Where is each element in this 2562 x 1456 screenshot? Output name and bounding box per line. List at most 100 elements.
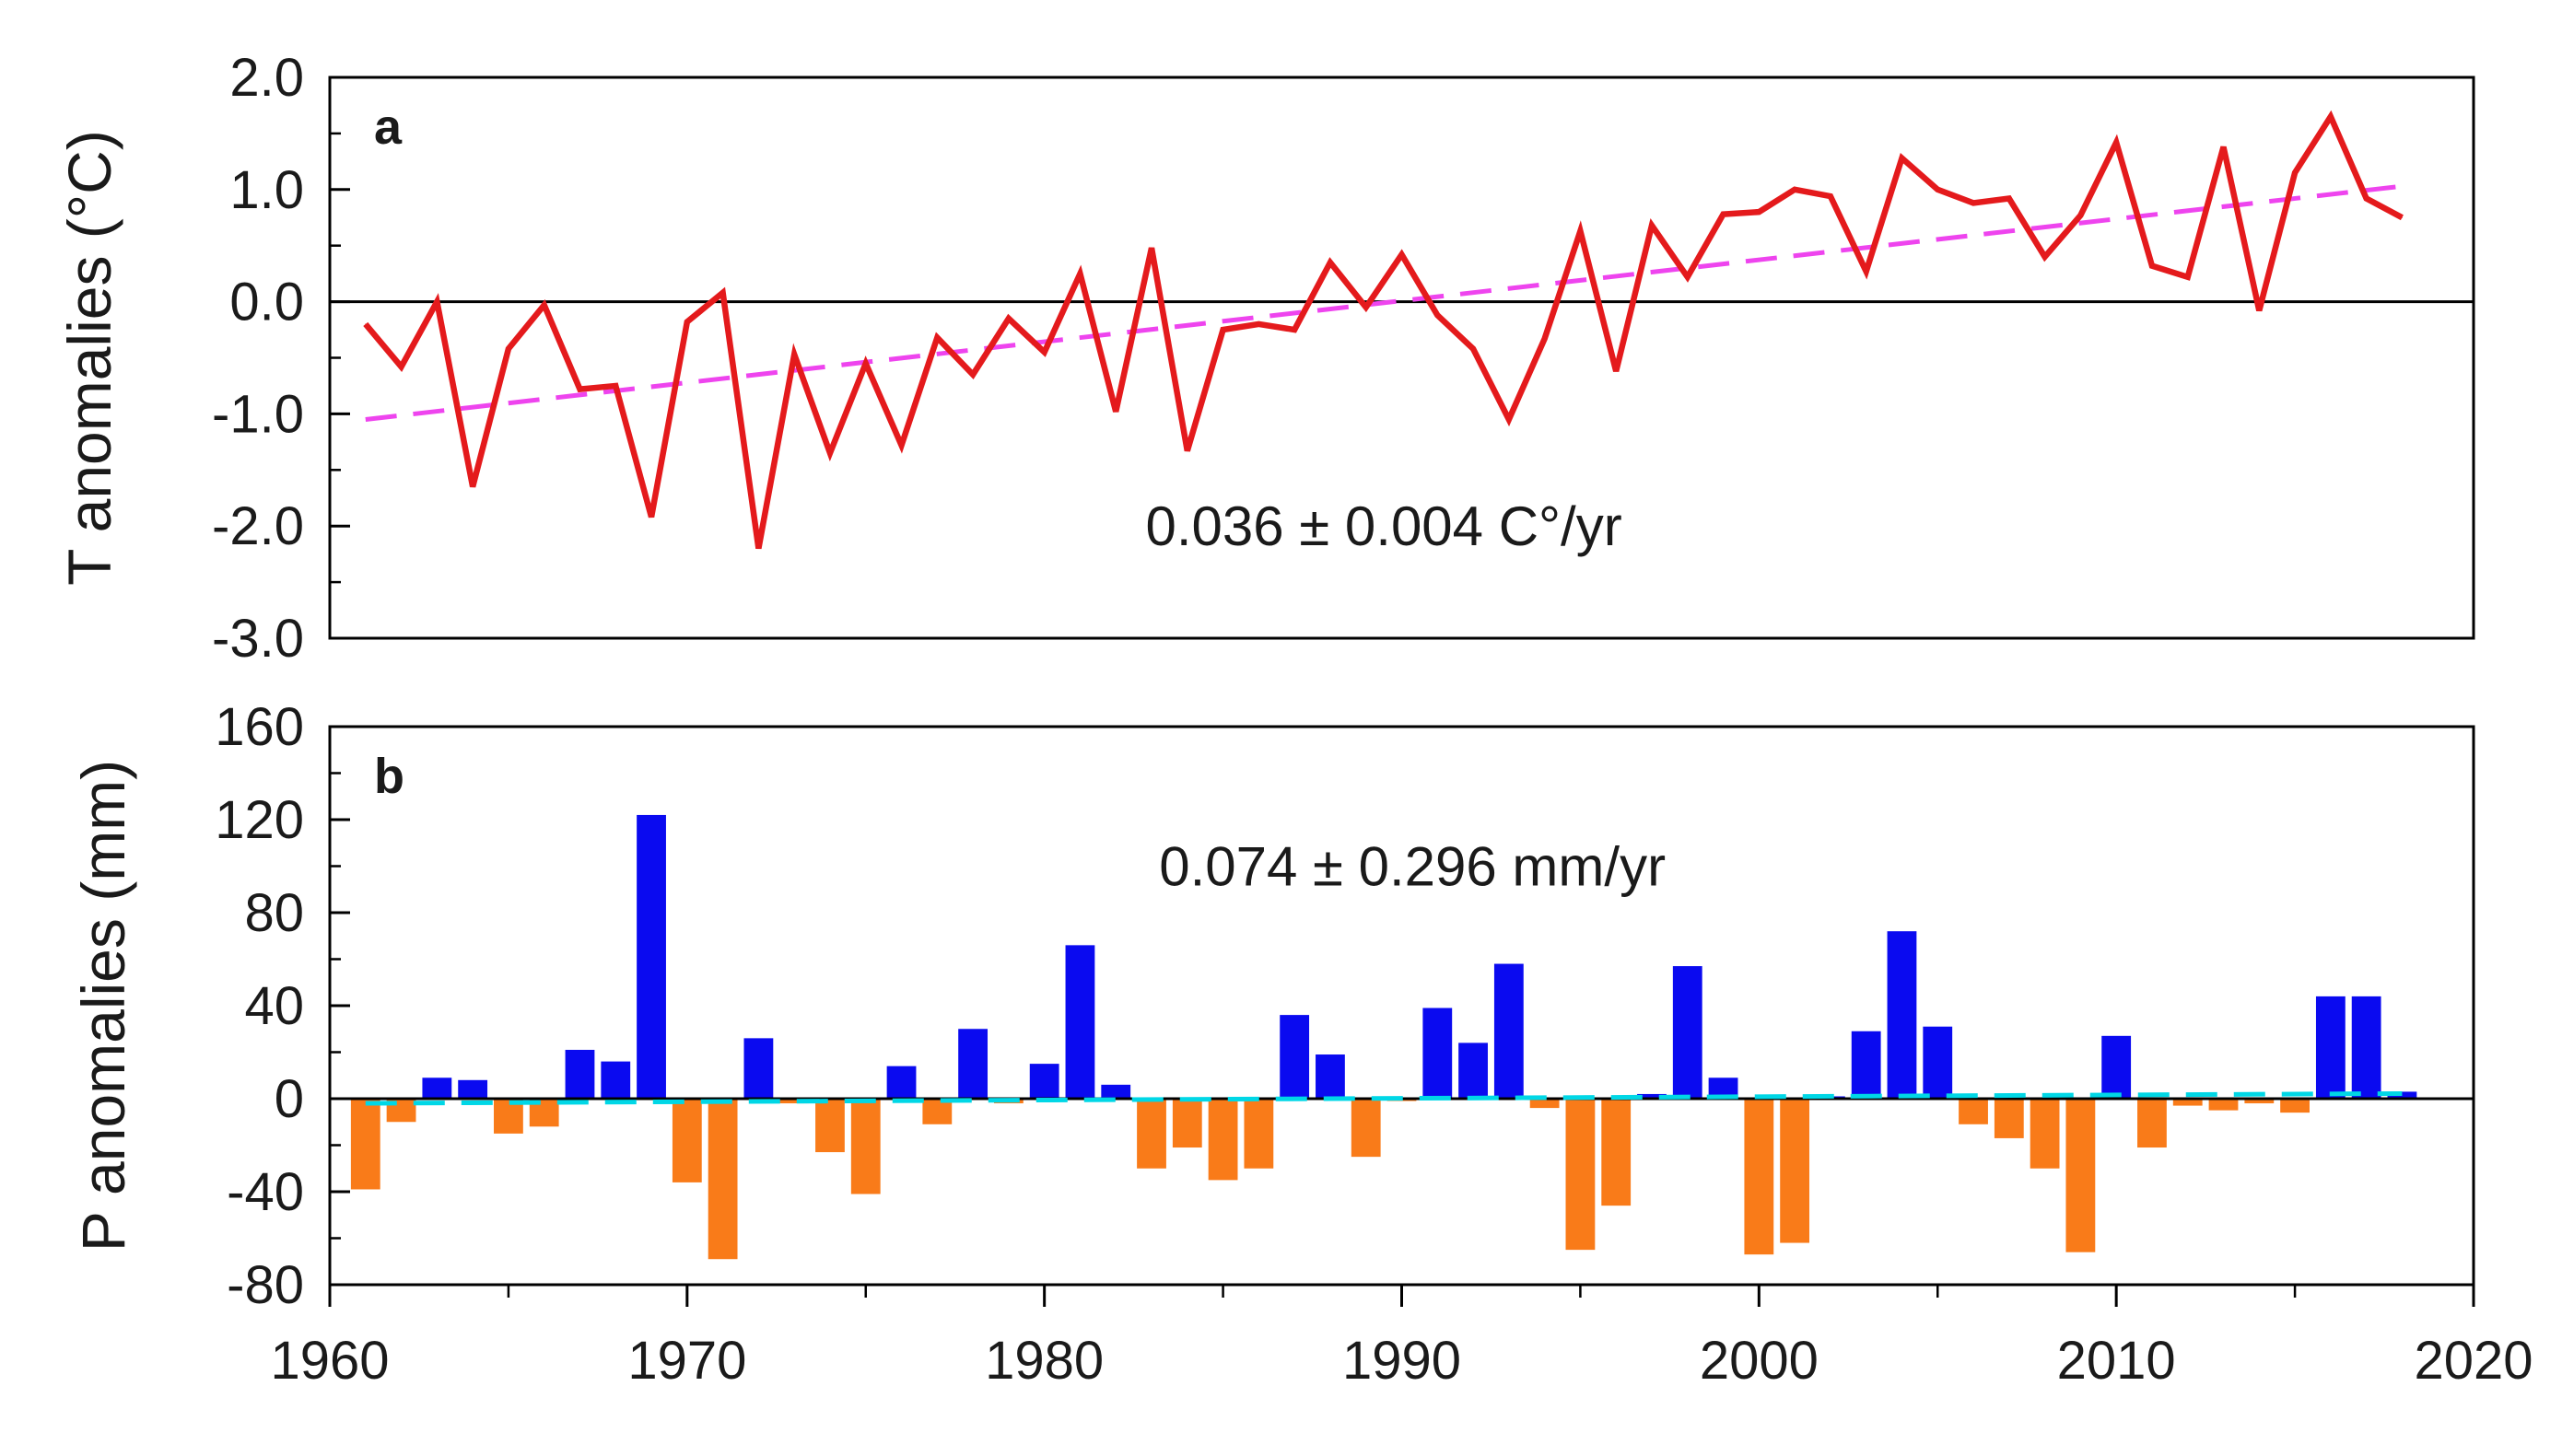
temperature-point-2015 [2294, 172, 2296, 174]
precip-bar-1989 [1351, 1099, 1381, 1158]
panel-a-temperature-line [363, 110, 2404, 550]
precip-bar-1997 [1637, 1093, 1667, 1099]
precip-bar-1980 [1029, 1064, 1059, 1099]
precip-bar-1981 [1065, 945, 1095, 1099]
precip-bar-1971 [708, 1099, 738, 1260]
precip-bar-1992 [1458, 1042, 1488, 1099]
temperature-point-1982 [1115, 411, 1117, 413]
temperature-point-1995 [1579, 230, 1581, 232]
temperature-point-1980 [1044, 351, 1046, 353]
temperature-point-2006 [1972, 202, 1974, 204]
precip-bar-1973 [779, 1099, 810, 1104]
x-tick-label: 2010 [2057, 1331, 2176, 1391]
temperature-point-1968 [614, 385, 616, 387]
precip-bar-1977 [922, 1099, 953, 1124]
precip-bar-2007 [1994, 1099, 2024, 1138]
precip-bar-2001 [1780, 1099, 1810, 1243]
precip-bar-2006 [1959, 1099, 1988, 1124]
temperature-point-2012 [2187, 276, 2189, 278]
temperature-point-1996 [1615, 370, 1617, 372]
temperature-point-1987 [1293, 329, 1295, 331]
panel-b-y-tick-label: 80 [244, 883, 304, 943]
precip-bar-1967 [565, 1049, 595, 1099]
temperature-point-1976 [901, 445, 903, 447]
precip-bar-1993 [1493, 963, 1524, 1099]
temperature-point-2017 [2366, 198, 2368, 200]
temperature-point-1994 [1544, 338, 1546, 340]
precip-bar-1983 [1137, 1099, 1166, 1169]
precip-bar-1987 [1280, 1015, 1310, 1099]
precip-bar-2004 [1887, 931, 1917, 1099]
panel-a-y-tick-label: 1.0 [229, 160, 304, 220]
x-tick-label: 1990 [1342, 1331, 1461, 1391]
temperature-point-1990 [1401, 253, 1402, 255]
temperature-point-1969 [650, 516, 652, 518]
panel-b-y-tick-label: -80 [227, 1255, 304, 1315]
temperature-point-2018 [2401, 216, 2403, 218]
precip-bar-1986 [1244, 1099, 1274, 1169]
temperature-point-1979 [1008, 318, 1010, 320]
panel-a-y-tick-label: 0.0 [229, 273, 304, 332]
precip-bar-2014 [2244, 1099, 2275, 1104]
precip-bar-1991 [1422, 1008, 1453, 1099]
panel-a-y-tick-label: 2.0 [229, 48, 304, 108]
panel-b-trend-line [365, 1090, 2403, 1106]
temperature-point-2010 [2115, 142, 2117, 144]
precip-bar-1999 [1708, 1077, 1738, 1099]
panel-a-y-axis-title: T anomalies (°C) [55, 130, 123, 586]
temperature-point-1998 [1687, 276, 1689, 278]
panel-b-y-tick-label: 40 [244, 976, 304, 1036]
precip-bar-1994 [1529, 1099, 1560, 1109]
temperature-point-1964 [472, 486, 474, 488]
precip-bar-1963 [422, 1077, 452, 1099]
panel-a-y-tick-label: -2.0 [212, 496, 304, 556]
x-tick-label: 1980 [985, 1331, 1104, 1391]
temperature-point-1970 [686, 321, 688, 323]
precip-bar-2012 [2172, 1099, 2203, 1106]
temperature-point-1997 [1651, 225, 1653, 227]
precip-bar-1968 [601, 1061, 631, 1099]
panel-a-label: a [374, 99, 403, 155]
temperature-point-1961 [365, 323, 367, 325]
temperature-point-2013 [2223, 146, 2225, 148]
temperature-point-2004 [1901, 157, 1902, 159]
precip-bar-2000 [1744, 1099, 1774, 1255]
precip-bar-2005 [1923, 1026, 1953, 1099]
temperature-point-2002 [1830, 195, 1831, 197]
precip-bar-1970 [672, 1099, 702, 1182]
panel-b-y-tick-label: -40 [227, 1162, 304, 1222]
precip-bar-1982 [1101, 1084, 1131, 1099]
temperature-point-1992 [1472, 348, 1474, 350]
precip-bar-1969 [637, 814, 666, 1099]
temperature-point-1977 [936, 337, 938, 339]
temperature-point-1989 [1365, 307, 1367, 309]
temperature-point-1971 [722, 292, 724, 294]
panel-b-y-tick-label: 0 [275, 1069, 304, 1129]
precip-bar-2009 [2065, 1099, 2096, 1252]
precip-bar-1988 [1316, 1054, 1345, 1099]
panel-b-trend-annotation: 0.074 ± 0.296 mm/yr [1159, 836, 1666, 898]
temperature-point-1993 [1508, 418, 1510, 420]
precip-bar-1976 [886, 1066, 917, 1099]
temperature-point-1999 [1723, 214, 1725, 215]
x-tick-label: 2020 [2414, 1331, 2533, 1391]
temperature-point-1963 [436, 301, 438, 303]
temperature-point-1974 [829, 452, 831, 454]
temperature-point-1973 [793, 354, 795, 355]
panel-a-trend-annotation: 0.036 ± 0.004 C°/yr [1145, 495, 1621, 557]
temperature-point-1991 [1436, 314, 1438, 316]
precip-bar-1975 [850, 1099, 881, 1194]
precip-bar-1996 [1601, 1099, 1632, 1206]
precip-bar-1961 [350, 1099, 380, 1190]
precip-bar-1995 [1565, 1099, 1596, 1251]
temperature-point-2007 [2008, 198, 2010, 200]
precip-bar-1964 [458, 1079, 488, 1099]
precip-bar-2016 [2315, 996, 2346, 1099]
temperature-point-1967 [579, 389, 580, 390]
temperature-point-1972 [757, 548, 759, 550]
precip-bar-1972 [743, 1038, 774, 1099]
temperature-point-2008 [2044, 256, 2046, 258]
temperature-point-2001 [1794, 189, 1796, 191]
precip-bar-2017 [2351, 996, 2381, 1099]
